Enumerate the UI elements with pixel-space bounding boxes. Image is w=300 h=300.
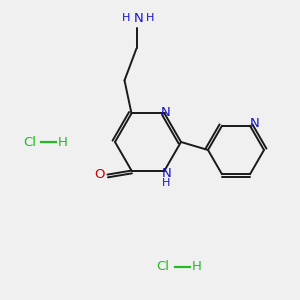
Text: Cl: Cl [23, 136, 37, 148]
Text: Cl: Cl [157, 260, 169, 274]
Text: N: N [250, 117, 260, 130]
Text: H: H [146, 14, 155, 23]
Text: H: H [192, 260, 202, 274]
Text: N: N [134, 12, 143, 25]
Text: H: H [58, 136, 68, 148]
Text: H: H [122, 14, 131, 23]
Text: H: H [162, 178, 171, 188]
Text: N: N [160, 106, 170, 119]
Text: N: N [162, 167, 171, 180]
Text: O: O [94, 168, 105, 181]
